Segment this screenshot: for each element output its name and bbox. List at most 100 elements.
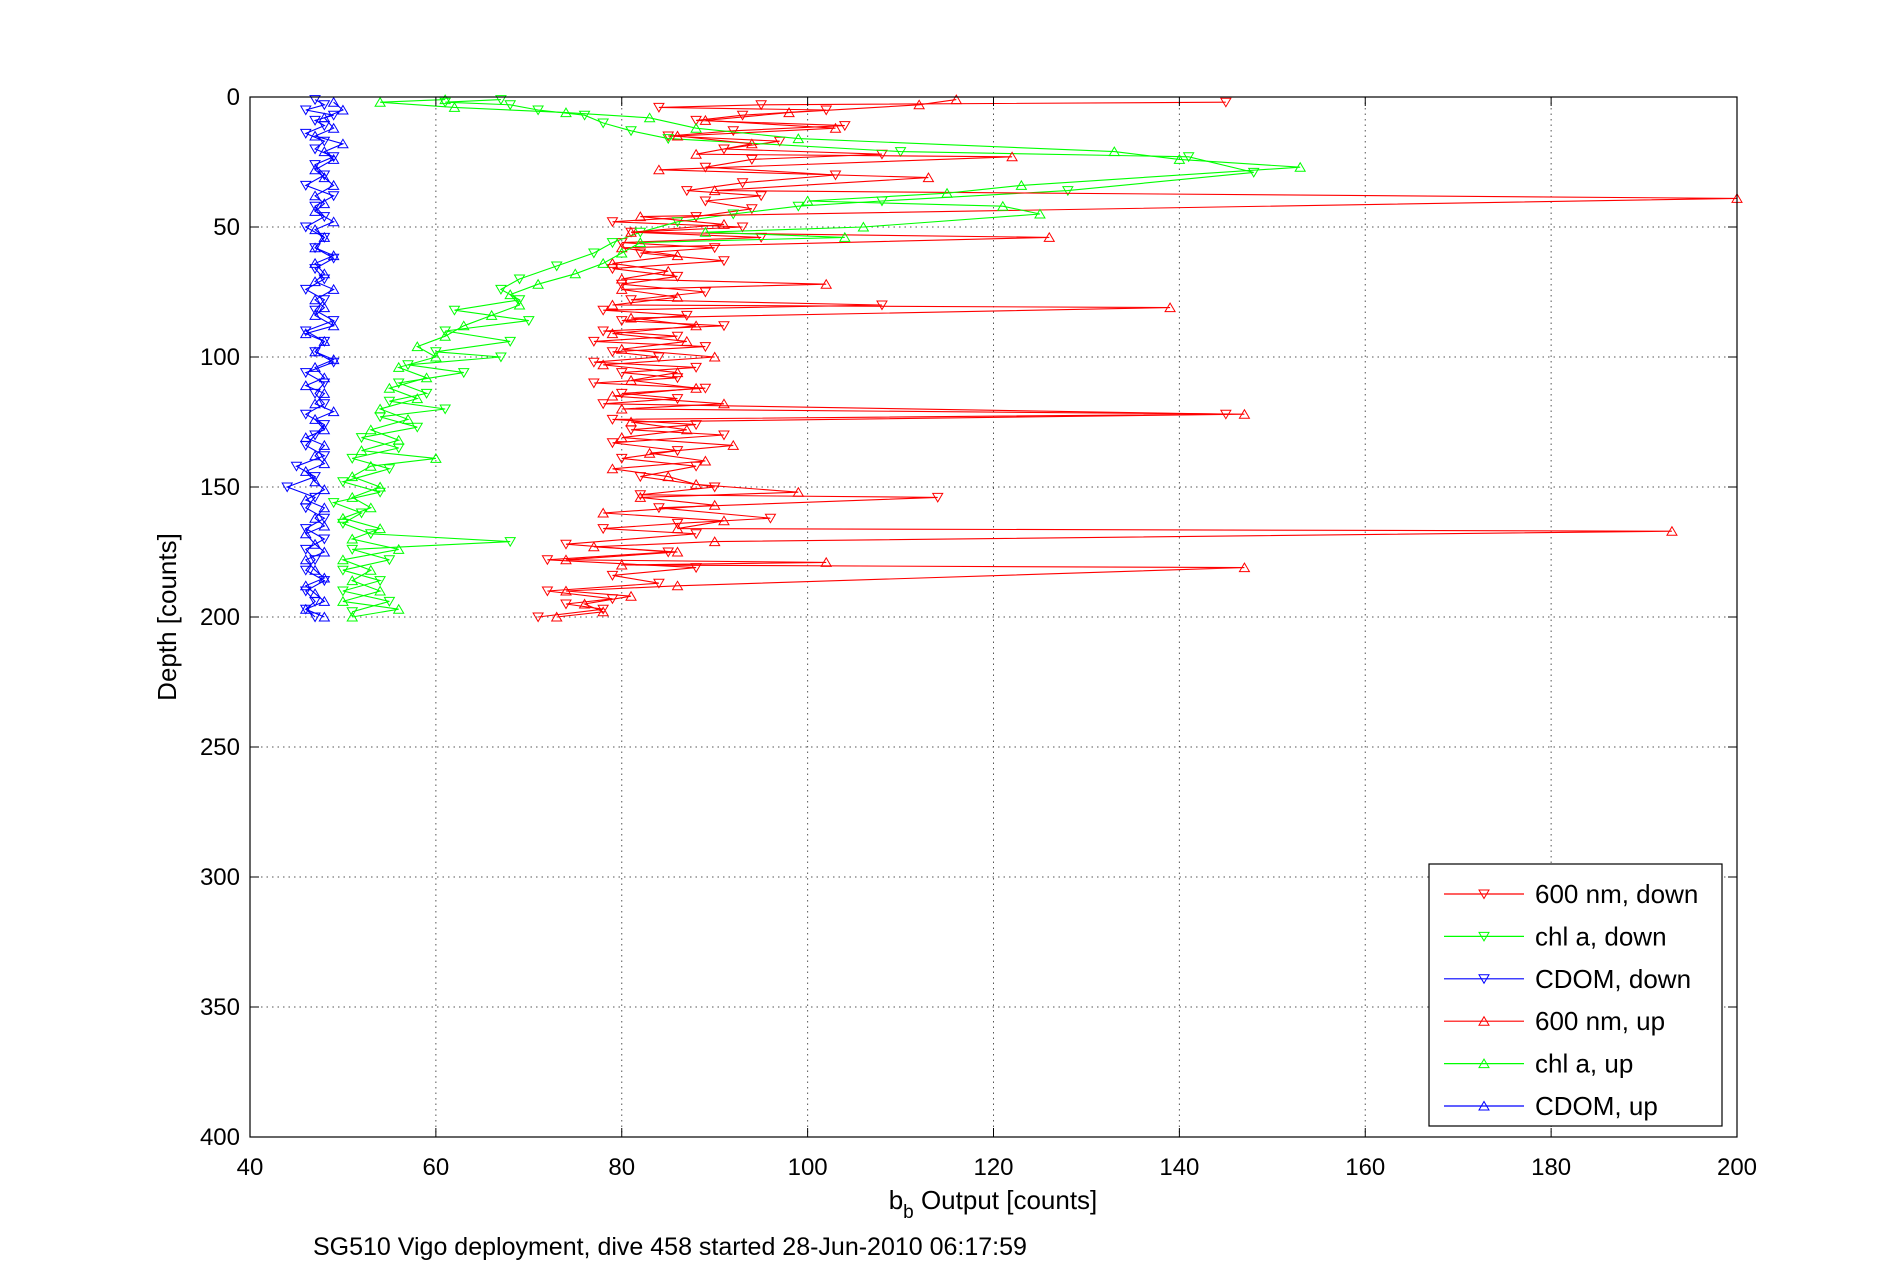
- data-point: [309, 224, 321, 235]
- data-point: [829, 122, 842, 133]
- data-point: [718, 430, 730, 441]
- data-point: [727, 126, 740, 137]
- data-point: [495, 352, 507, 363]
- data-point: [309, 95, 321, 106]
- data-point: [1015, 179, 1028, 190]
- data-point: [327, 250, 340, 261]
- data-point: [550, 261, 563, 272]
- data-point: [309, 476, 321, 487]
- data-point: [801, 195, 814, 206]
- x-tick-label: 180: [1531, 1154, 1571, 1181]
- data-point: [430, 351, 442, 362]
- data-point: [671, 291, 684, 302]
- data-point: [560, 554, 572, 565]
- x-tick-label: 40: [237, 1154, 264, 1181]
- figure-caption: SG510 Vigo deployment, dive 458 started …: [313, 1233, 1027, 1261]
- data-point: [1006, 151, 1018, 162]
- data-point: [1247, 167, 1260, 178]
- data-point: [504, 336, 517, 347]
- data-point: [597, 399, 610, 410]
- data-point: [615, 247, 628, 258]
- data-point: [690, 122, 702, 133]
- y-axis-label: Depth [counts]: [152, 533, 182, 701]
- data-point: [764, 513, 777, 524]
- data-point: [569, 268, 582, 279]
- data-point: [374, 585, 386, 596]
- legend-marker: [1478, 889, 1490, 900]
- data-point: [708, 536, 721, 547]
- data-point: [1164, 302, 1176, 313]
- data-point: [690, 382, 702, 393]
- data-point: [337, 586, 349, 597]
- data-point: [318, 420, 331, 431]
- data-point: [318, 335, 331, 346]
- data-point: [318, 387, 331, 398]
- data-point: [327, 406, 340, 417]
- data-point: [318, 268, 331, 279]
- data-point: [597, 604, 610, 615]
- x-tick-label: 160: [1345, 1154, 1385, 1181]
- data-point: [615, 453, 628, 464]
- data-point: [318, 212, 331, 223]
- data-point: [708, 482, 721, 493]
- data-point: [615, 388, 628, 399]
- data-point: [309, 538, 321, 549]
- data-point: [615, 283, 628, 294]
- series-line: [538, 101, 1226, 618]
- legend-box: [1428, 863, 1723, 1127]
- data-point: [318, 546, 331, 557]
- data-point: [383, 555, 396, 566]
- data-point: [625, 295, 637, 306]
- data-point: [290, 461, 303, 472]
- data-point: [299, 465, 312, 476]
- data-point: [346, 575, 359, 586]
- data-point: [718, 321, 730, 332]
- data-point: [309, 588, 321, 599]
- data-point: [309, 472, 321, 483]
- data-point: [513, 299, 526, 310]
- data-point: [309, 398, 321, 409]
- y-tick-label: 300: [200, 864, 240, 891]
- data-point: [383, 464, 396, 475]
- data-point: [364, 424, 377, 435]
- data-point: [309, 276, 321, 287]
- data-point: [327, 122, 340, 133]
- data-point: [653, 102, 665, 113]
- data-point: [690, 148, 702, 159]
- data-point: [931, 492, 944, 503]
- data-point: [439, 97, 452, 108]
- data-point: [309, 294, 321, 305]
- data-point: [597, 359, 610, 370]
- data-point: [299, 180, 312, 191]
- data-point: [309, 361, 321, 372]
- x-tick-label: 100: [788, 1154, 828, 1181]
- series-line: [340, 99, 1301, 618]
- data-point: [337, 554, 349, 565]
- data-point: [327, 283, 340, 294]
- data-point: [318, 572, 331, 583]
- data-point: [606, 217, 619, 228]
- data-point: [690, 320, 702, 331]
- data-point: [309, 309, 321, 320]
- data-point: [922, 172, 935, 183]
- data-point: [708, 499, 721, 510]
- data-point: [541, 555, 554, 566]
- data-point: [355, 508, 368, 519]
- data-point: [690, 529, 702, 540]
- data-point: [346, 544, 359, 555]
- data-point: [690, 478, 702, 489]
- data-point: [318, 231, 331, 242]
- data-point: [318, 112, 331, 123]
- data-point: [597, 524, 610, 535]
- data-point: [309, 144, 321, 155]
- data-point: [299, 368, 312, 379]
- data-point: [634, 491, 647, 502]
- data-point: [671, 367, 684, 378]
- data-point: [364, 564, 377, 575]
- data-point: [337, 104, 349, 115]
- series-3: [550, 94, 1743, 622]
- legend-marker: [1478, 974, 1490, 985]
- data-point: [755, 100, 768, 111]
- data-point: [680, 310, 693, 321]
